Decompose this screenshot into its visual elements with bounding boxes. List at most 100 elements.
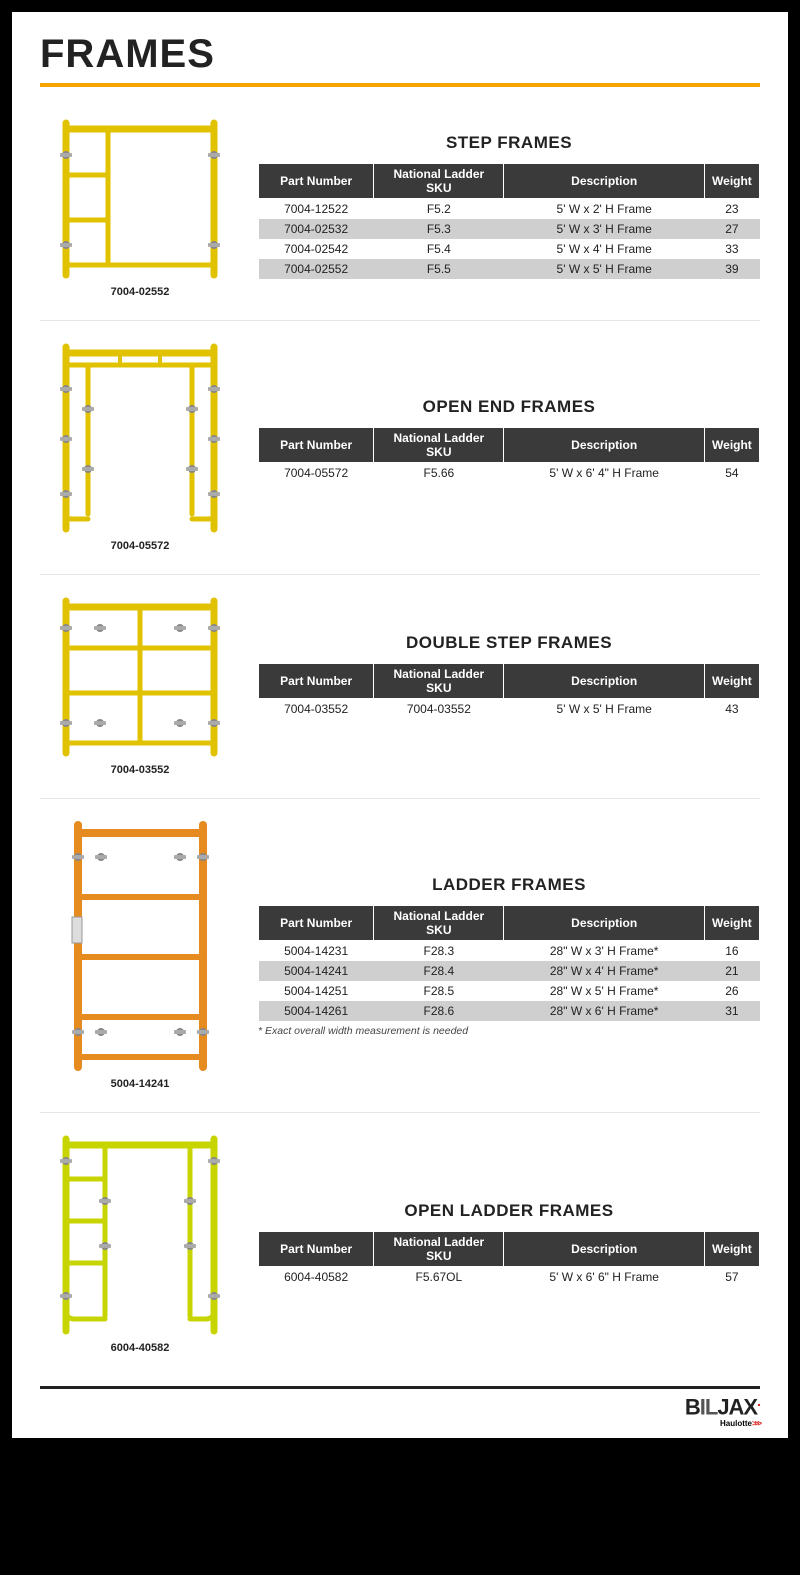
- col-header: Weight: [704, 1232, 759, 1267]
- col-header: Weight: [704, 906, 759, 941]
- table-cell: 5004-14231: [259, 941, 374, 962]
- table-cell: 6004-40582: [259, 1267, 374, 1288]
- table-cell: 28" W x 3' H Frame*: [504, 941, 704, 962]
- spec-table: Part NumberNational Ladder SKUDescriptio…: [258, 905, 760, 1021]
- product-section: 7004-05572 OPEN END FRAMES Part NumberNati…: [40, 339, 760, 575]
- col-header: National Ladder SKU: [374, 906, 504, 941]
- logo-text: BILJAX.: [685, 1393, 760, 1420]
- page: FRAMES 7004-02552STEP FRAMESPart NumberN…: [12, 12, 788, 1438]
- col-header: Weight: [704, 428, 759, 463]
- table-cell: F5.5: [374, 259, 504, 279]
- table-cell: 26: [704, 981, 759, 1001]
- table-cell: 28" W x 6' H Frame*: [504, 1001, 704, 1021]
- table-cell: 54: [704, 463, 759, 484]
- table-cell: 5' W x 6' 6" H Frame: [504, 1267, 704, 1288]
- section-title: OPEN LADDER FRAMES: [258, 1201, 760, 1221]
- col-header: Part Number: [259, 1232, 374, 1267]
- title-rule: [40, 83, 760, 87]
- table-cell: 43: [704, 699, 759, 720]
- table-column: OPEN END FRAMES Part NumberNational Ladde…: [258, 339, 760, 552]
- page-title: FRAMES: [40, 32, 760, 77]
- diagram-column: 7004-02552: [40, 115, 240, 298]
- table-cell: 7004-05572: [259, 463, 374, 484]
- table-cell: 27: [704, 219, 759, 239]
- table-row: 6004-40582F5.67OL5' W x 6' 6" H Frame57: [259, 1267, 760, 1288]
- table-cell: 28" W x 5' H Frame*: [504, 981, 704, 1001]
- diagram-column: 5004-14241: [40, 817, 240, 1090]
- col-header: Description: [504, 164, 704, 199]
- table-row: 7004-035527004-035525' W x 5' H Frame43: [259, 699, 760, 720]
- table-cell: 5004-14261: [259, 1001, 374, 1021]
- diagram-caption: 7004-05572: [40, 540, 240, 552]
- col-header: National Ladder SKU: [374, 428, 504, 463]
- table-cell: 33: [704, 239, 759, 259]
- diagram-caption: 5004-14241: [40, 1078, 240, 1090]
- col-header: Description: [504, 1232, 704, 1267]
- table-column: OPEN LADDER FRAMES Part NumberNational La…: [258, 1131, 760, 1354]
- footer-logo: BILJAX. Haulotte>>>: [685, 1393, 760, 1428]
- table-row: 5004-14241F28.428" W x 4' H Frame*21: [259, 961, 760, 981]
- table-cell: 5' W x 4' H Frame: [504, 239, 704, 259]
- table-cell: 7004-02552: [259, 259, 374, 279]
- spec-table: Part NumberNational Ladder SKUDescriptio…: [258, 427, 760, 483]
- col-header: Description: [504, 664, 704, 699]
- table-row: 5004-14251F28.528" W x 5' H Frame*26: [259, 981, 760, 1001]
- diagram-column: 6004-40582: [40, 1131, 240, 1354]
- table-cell: F28.3: [374, 941, 504, 962]
- table-row: 7004-02552F5.55' W x 5' H Frame39: [259, 259, 760, 279]
- table-cell: 7004-03552: [259, 699, 374, 720]
- col-header: National Ladder SKU: [374, 1232, 504, 1267]
- product-section: 6004-40582 OPEN LADDER FRAMES Part NumberN…: [40, 1131, 760, 1376]
- table-row: 7004-05572F5.665' W x 6' 4" H Frame54: [259, 463, 760, 484]
- table-cell: F28.6: [374, 1001, 504, 1021]
- col-header: Part Number: [259, 906, 374, 941]
- table-row: 7004-02532F5.35' W x 3' H Frame27: [259, 219, 760, 239]
- table-column: LADDER FRAMESPart NumberNational Ladder …: [258, 817, 760, 1090]
- table-cell: F5.67OL: [374, 1267, 504, 1288]
- product-section: 5004-14241LADDER FRAMESPart NumberNation…: [40, 817, 760, 1113]
- table-cell: F28.5: [374, 981, 504, 1001]
- spec-table: Part NumberNational Ladder SKUDescriptio…: [258, 163, 760, 279]
- table-cell: 21: [704, 961, 759, 981]
- product-section: 7004-03552DOUBLE STEP FRAMESPart NumberN…: [40, 593, 760, 799]
- table-cell: 5' W x 6' 4" H Frame: [504, 463, 704, 484]
- table-cell: 5004-14241: [259, 961, 374, 981]
- footer: BILJAX. Haulotte>>>: [40, 1386, 760, 1428]
- product-section: 7004-02552 STEP FRAMES Part NumberNational…: [40, 115, 760, 321]
- section-title: DOUBLE STEP FRAMES: [258, 633, 760, 653]
- table-cell: 7004-12522: [259, 199, 374, 220]
- table-cell: 5' W x 3' H Frame: [504, 219, 704, 239]
- table-footnote: * Exact overall width measurement is nee…: [258, 1025, 760, 1037]
- logo-subtext: Haulotte>>>: [685, 1420, 760, 1428]
- diagram-caption: 7004-03552: [40, 764, 240, 776]
- diagram-caption: 7004-02552: [40, 286, 240, 298]
- col-header: Description: [504, 428, 704, 463]
- table-column: DOUBLE STEP FRAMESPart NumberNational La…: [258, 593, 760, 776]
- table-cell: 16: [704, 941, 759, 962]
- diagram-column: 7004-05572: [40, 339, 240, 552]
- table-cell: F5.2: [374, 199, 504, 220]
- spec-table: Part NumberNational Ladder SKUDescriptio…: [258, 1231, 760, 1287]
- col-header: Weight: [704, 164, 759, 199]
- col-header: National Ladder SKU: [374, 664, 504, 699]
- table-cell: 39: [704, 259, 759, 279]
- table-cell: 28" W x 4' H Frame*: [504, 961, 704, 981]
- section-title: OPEN END FRAMES: [258, 397, 760, 417]
- section-title: STEP FRAMES: [258, 133, 760, 153]
- col-header: National Ladder SKU: [374, 164, 504, 199]
- table-column: STEP FRAMES Part NumberNational Ladder SK…: [258, 115, 760, 298]
- col-header: Weight: [704, 664, 759, 699]
- table-row: 7004-02542F5.45' W x 4' H Frame33: [259, 239, 760, 259]
- table-cell: 57: [704, 1267, 759, 1288]
- table-cell: 7004-03552: [374, 699, 504, 720]
- table-row: 7004-12522F5.25' W x 2' H Frame23: [259, 199, 760, 220]
- table-cell: F5.66: [374, 463, 504, 484]
- table-cell: 7004-02542: [259, 239, 374, 259]
- table-cell: 23: [704, 199, 759, 220]
- col-header: Description: [504, 906, 704, 941]
- table-row: 5004-14231F28.328" W x 3' H Frame*16: [259, 941, 760, 962]
- table-cell: 5' W x 5' H Frame: [504, 699, 704, 720]
- table-cell: F28.4: [374, 961, 504, 981]
- table-cell: 5' W x 2' H Frame: [504, 199, 704, 220]
- table-cell: 31: [704, 1001, 759, 1021]
